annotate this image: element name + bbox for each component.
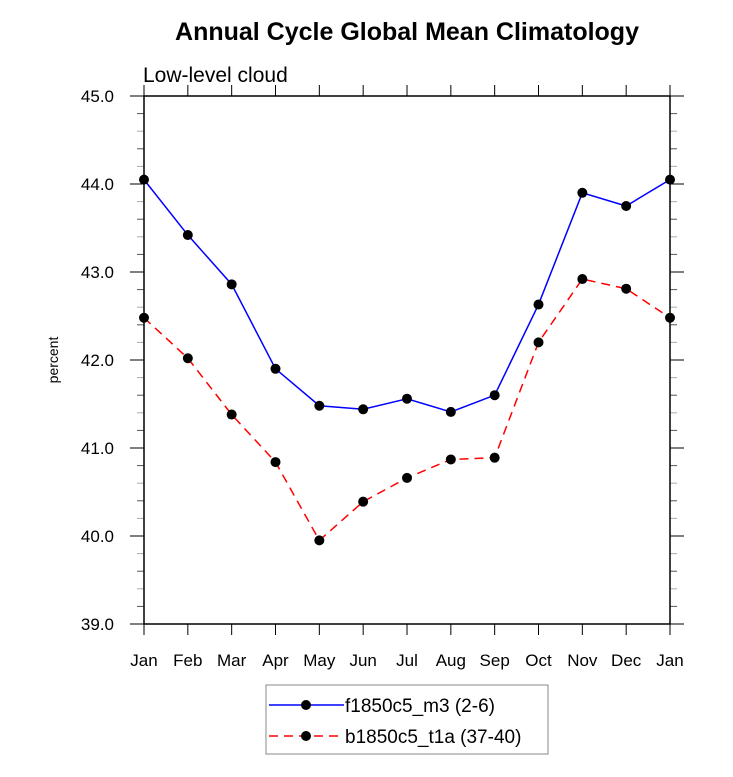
x-tick-label: Jun	[349, 651, 376, 670]
legend-box	[265, 684, 549, 755]
data-point-0	[621, 201, 632, 211]
data-point-0	[226, 279, 237, 290]
data-point-0	[314, 400, 325, 411]
x-tick-label: Mar	[217, 651, 247, 670]
x-tick-label: Sep	[480, 651, 510, 670]
data-point-1	[182, 353, 193, 364]
legend: f1850c5_m3 (2-6) b1850c5_t1a (37-40)	[265, 684, 549, 755]
data-point-0	[182, 230, 193, 241]
data-point-1	[577, 274, 588, 285]
data-point-0	[358, 404, 369, 415]
data-point-1	[358, 496, 369, 507]
x-tick-label: Feb	[173, 651, 202, 670]
y-tick-label: 40.0	[81, 527, 114, 546]
y-tick-label: 39.0	[81, 615, 114, 634]
data-point-1	[445, 454, 456, 465]
data-point-0	[270, 363, 281, 374]
x-tick-label: Apr	[262, 651, 289, 670]
y-tick-label: 44.0	[81, 175, 114, 194]
x-tick-label: Jan	[130, 651, 157, 670]
y-tick-label: 43.0	[81, 263, 114, 282]
data-point-1	[621, 283, 632, 294]
legend-label-0: f1850c5_m3 (2-6)	[345, 696, 495, 717]
x-tick-label: Aug	[436, 651, 466, 670]
series-line-1	[143, 278, 671, 542]
y-tick-label: 45.0	[81, 87, 114, 106]
data-point-1	[314, 535, 325, 546]
data-point-0	[577, 187, 588, 198]
y-tick-label: 42.0	[81, 351, 114, 370]
series-layer	[139, 174, 675, 546]
data-point-1	[402, 472, 412, 483]
x-tick-label: Nov	[567, 651, 598, 670]
legend-item-0: f1850c5_m3 (2-6)	[269, 696, 495, 717]
data-point-1	[533, 337, 544, 348]
legend-marker-1	[301, 731, 311, 741]
chart-title: Annual Cycle Global Mean Climatology	[175, 18, 639, 46]
data-point-1	[270, 457, 281, 468]
legend-label-1: b1850c5_t1a (37-40)	[345, 727, 521, 748]
y-axis-label: percent	[45, 337, 61, 384]
x-tick-label: Jan	[656, 651, 683, 670]
x-tick-label: May	[303, 651, 336, 670]
data-point-0	[402, 393, 412, 404]
data-point-1	[226, 409, 237, 420]
data-point-1	[489, 452, 500, 463]
x-tick-label: Oct	[525, 651, 552, 670]
plot-frame	[143, 95, 671, 625]
data-point-0	[489, 390, 500, 401]
x-tick-label: Jul	[396, 651, 418, 670]
axis-ticks	[130, 85, 684, 635]
x-tick-label: Dec	[611, 651, 642, 670]
data-point-0	[445, 406, 456, 417]
data-point-0	[533, 299, 544, 310]
y-tick-label: 41.0	[81, 439, 114, 458]
legend-marker-0	[301, 700, 311, 710]
series-line-0	[143, 178, 671, 413]
legend-item-1: b1850c5_t1a (37-40)	[269, 727, 521, 748]
chart-subtitle: Low-level cloud	[143, 64, 288, 87]
tick-labels: Jan Feb Mar Apr May Jun Jul Aug Sep Oct Nov Dec Jan 3…	[81, 87, 684, 670]
